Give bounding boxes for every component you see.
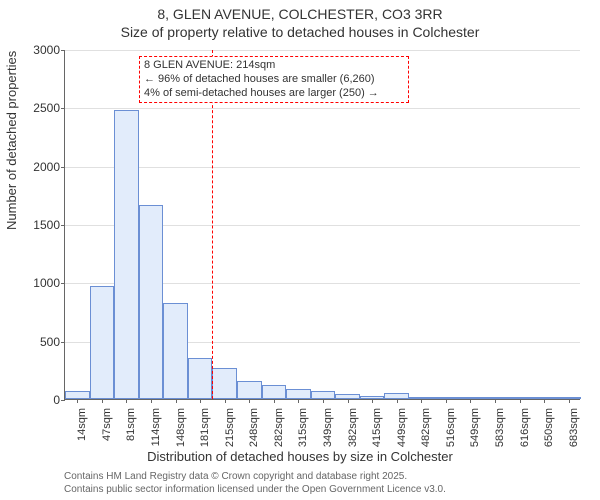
histogram-bar (188, 358, 213, 399)
histogram-bar (311, 391, 336, 399)
x-tick-mark (323, 399, 324, 403)
y-tick-mark (61, 342, 65, 343)
footer-attribution-2: Contains public sector information licen… (64, 484, 446, 495)
x-tick-mark (249, 399, 250, 403)
annotation-line1: 8 GLEN AVENUE: 214sqm (144, 59, 404, 73)
y-tick-mark (61, 50, 65, 51)
y-tick-label: 1000 (26, 276, 60, 290)
x-tick-mark (102, 399, 103, 403)
y-tick-mark (61, 400, 65, 401)
histogram-bar (114, 110, 139, 399)
gridline (65, 50, 580, 51)
y-tick-label: 500 (26, 335, 60, 349)
y-tick-mark (61, 167, 65, 168)
chart-title-line1: 8, GLEN AVENUE, COLCHESTER, CO3 3RR (0, 6, 600, 22)
histogram-bar (212, 368, 237, 400)
x-tick-mark (470, 399, 471, 403)
histogram-bar (139, 205, 164, 399)
footer-attribution-1: Contains HM Land Registry data © Crown c… (64, 471, 407, 482)
y-axis-label: Number of detached properties (4, 51, 19, 230)
histogram-bar (286, 389, 311, 400)
x-tick-mark (348, 399, 349, 403)
chart-title-line2: Size of property relative to detached ho… (0, 24, 600, 40)
plot-area: 8 GLEN AVENUE: 214sqm← 96% of detached h… (64, 50, 580, 400)
x-tick-mark (544, 399, 545, 403)
y-tick-label: 3000 (26, 43, 60, 57)
histogram-bar (262, 385, 287, 399)
annotation-line3: 4% of semi-detached houses are larger (2… (144, 87, 404, 101)
y-tick-label: 2500 (26, 101, 60, 115)
y-tick-label: 2000 (26, 160, 60, 174)
gridline (65, 167, 580, 168)
histogram-bar (65, 391, 90, 399)
x-tick-mark (77, 399, 78, 403)
x-tick-mark (225, 399, 226, 403)
y-tick-label: 0 (26, 393, 60, 407)
histogram-bar (237, 381, 262, 399)
y-tick-label: 1500 (26, 218, 60, 232)
x-tick-mark (421, 399, 422, 403)
histogram-bar (163, 303, 188, 399)
x-tick-mark (372, 399, 373, 403)
annotation-box: 8 GLEN AVENUE: 214sqm← 96% of detached h… (139, 56, 409, 103)
histogram-bar (90, 286, 115, 399)
x-axis-label: Distribution of detached houses by size … (0, 449, 600, 464)
y-tick-mark (61, 283, 65, 284)
annotation-line2: ← 96% of detached houses are smaller (6,… (144, 73, 404, 87)
x-tick-mark (176, 399, 177, 403)
x-tick-mark (126, 399, 127, 403)
y-tick-mark (61, 225, 65, 226)
x-tick-mark (298, 399, 299, 403)
x-tick-mark (520, 399, 521, 403)
x-tick-mark (446, 399, 447, 403)
x-tick-mark (151, 399, 152, 403)
x-tick-mark (200, 399, 201, 403)
x-tick-mark (274, 399, 275, 403)
x-tick-mark (569, 399, 570, 403)
gridline (65, 108, 580, 109)
x-tick-mark (495, 399, 496, 403)
y-tick-mark (61, 108, 65, 109)
x-tick-mark (397, 399, 398, 403)
property-size-histogram: 8, GLEN AVENUE, COLCHESTER, CO3 3RR Size… (0, 0, 600, 500)
